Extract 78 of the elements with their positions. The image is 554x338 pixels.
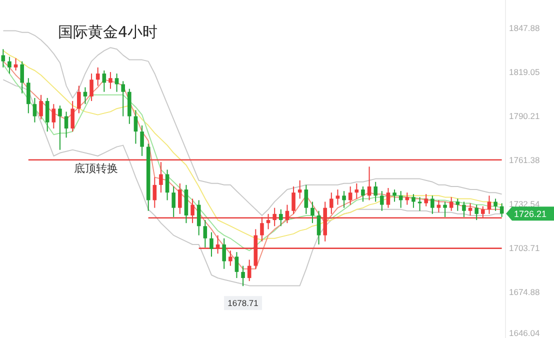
candlestick (292, 186, 296, 214)
y-tick-label: 1703.71 (509, 242, 540, 253)
candlestick (32, 97, 37, 123)
candlestick (14, 58, 18, 71)
candlestick (222, 238, 226, 270)
candlestick (330, 192, 334, 214)
candlestick (165, 169, 170, 201)
y-tick-label: 1761.38 (509, 154, 540, 165)
annotation: 1678.71 (228, 298, 259, 308)
candlestick (443, 201, 447, 218)
candlestick (1, 48, 6, 68)
candlestick (367, 166, 372, 201)
candlestick (26, 78, 30, 114)
candlestick (247, 259, 252, 282)
candlestick (436, 200, 441, 213)
y-tick-label: 1732.54 (509, 198, 540, 209)
candlestick (52, 104, 56, 129)
candlestick (424, 194, 428, 207)
candlestick (196, 200, 201, 236)
candlestick (398, 190, 403, 208)
candlestick (20, 60, 24, 94)
annotation: 底顶转换 (74, 162, 118, 175)
candlestick (96, 66, 100, 86)
candlestick (474, 204, 478, 221)
candlestick (374, 181, 378, 202)
candlestick (241, 265, 245, 287)
candlestick (487, 195, 492, 214)
candlestick (140, 124, 144, 156)
candlestick (279, 208, 283, 227)
candlestick (342, 190, 346, 208)
candlestick (58, 105, 62, 150)
candlestick (392, 189, 396, 202)
text: 国际黄金4小时 (58, 23, 158, 41)
candlestick (70, 100, 74, 132)
candlestick (430, 195, 434, 214)
candlestick (380, 190, 384, 212)
y-tick-label: 1674.88 (509, 286, 540, 297)
candlestick (462, 201, 466, 218)
candlestick (121, 80, 125, 117)
candlestick (316, 210, 321, 245)
candlestick (468, 202, 472, 216)
candlestick (178, 182, 182, 214)
candlestick (494, 198, 498, 212)
y-tick-label: 1646.04 (509, 328, 540, 338)
candlestick (64, 111, 68, 138)
candlestick (108, 72, 112, 90)
y-tick-label: 1790.21 (509, 110, 540, 121)
candlestick (361, 186, 365, 202)
candlestick (298, 180, 302, 200)
candlestick (354, 182, 359, 200)
y-tick-label: 1847.88 (509, 22, 540, 33)
candlestick (405, 192, 410, 206)
candlestick (8, 56, 12, 74)
candlestick (336, 189, 340, 206)
y-tick-label: 1819.05 (509, 66, 540, 77)
line-series (2, 79, 502, 286)
candlestick (418, 196, 422, 212)
candlestick (172, 186, 176, 218)
candlestick (77, 85, 81, 114)
candlestick (102, 70, 106, 92)
candlestick (90, 73, 94, 102)
candlestick (348, 186, 352, 206)
candlestick (134, 110, 138, 144)
candlestick (45, 97, 50, 132)
candlestick (114, 73, 119, 92)
candlestick (83, 86, 88, 105)
candlestick (152, 176, 157, 208)
candlestick (412, 194, 416, 208)
candlestick (39, 94, 43, 120)
candlestick (456, 198, 460, 212)
candlestick (310, 201, 314, 224)
candlestick (304, 184, 308, 214)
candlestick (449, 196, 454, 212)
candlestick (386, 188, 390, 208)
candlestick (234, 252, 239, 279)
text: 1726.21 (514, 209, 547, 220)
candlestick (210, 232, 214, 258)
candlestick (203, 220, 208, 248)
